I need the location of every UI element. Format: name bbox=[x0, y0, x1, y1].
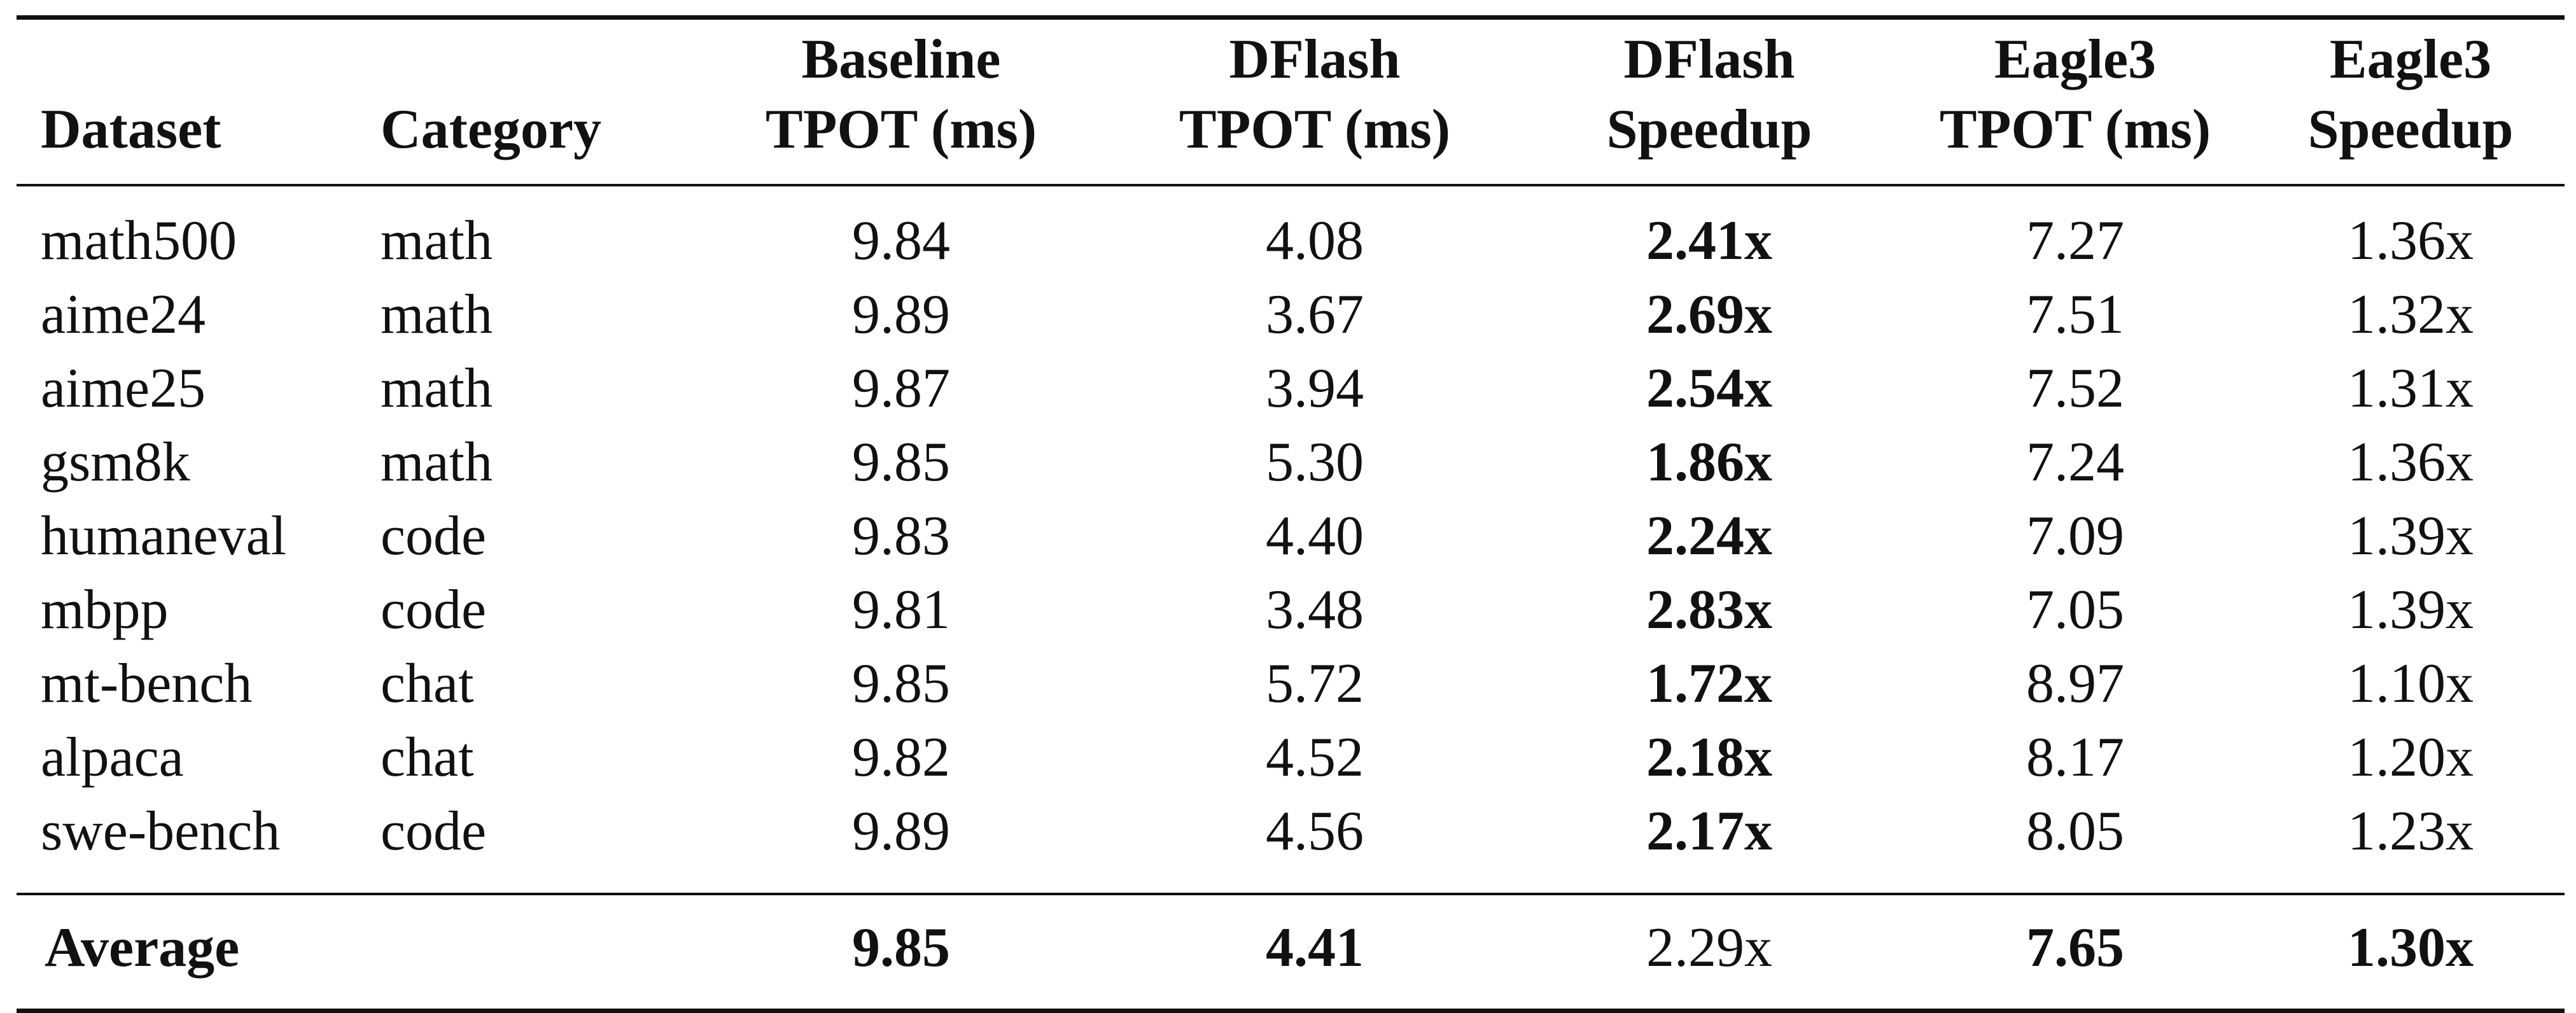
average-dflash-tpot: 4.41 bbox=[1266, 917, 1364, 979]
table-header: Dataset Category Baseline TPOT (ms) DFla… bbox=[17, 17, 2565, 186]
cell-dflash-speedup: 2.24x bbox=[1646, 505, 1772, 567]
table-row: mbpp code 9.81 3.48 2.83x 7.05 1.39x bbox=[17, 573, 2565, 647]
table-row: humaneval code 9.83 4.40 2.24x 7.09 1.39… bbox=[17, 500, 2565, 573]
cell-dflash-speedup: 1.86x bbox=[1646, 431, 1772, 493]
header-dflash-speedup: DFlash Speedup bbox=[1606, 29, 1812, 160]
table-row: swe-bench code 9.89 4.56 2.17x 8.05 1.23… bbox=[17, 795, 2565, 894]
header-category: Category bbox=[381, 99, 601, 160]
cell-dflash-tpot: 4.40 bbox=[1266, 505, 1364, 567]
cell-category: math bbox=[381, 358, 493, 419]
cell-dataset: math500 bbox=[41, 210, 237, 272]
cell-dataset: gsm8k bbox=[41, 431, 190, 493]
cell-dflash-tpot: 3.48 bbox=[1266, 579, 1364, 641]
cell-category: math bbox=[381, 284, 493, 346]
cell-dflash-speedup: 2.69x bbox=[1646, 284, 1772, 346]
cell-eagle3-tpot: 8.97 bbox=[2026, 653, 2124, 715]
average-baseline-tpot: 9.85 bbox=[852, 917, 950, 979]
cell-baseline-tpot: 9.84 bbox=[852, 210, 950, 272]
cell-eagle3-tpot: 8.17 bbox=[2026, 727, 2124, 788]
average-eagle3-tpot: 7.65 bbox=[2026, 917, 2124, 979]
table-row: math500 math 9.84 4.08 2.41x 7.27 1.36x bbox=[17, 185, 2565, 278]
cell-dflash-speedup: 1.72x bbox=[1646, 653, 1772, 715]
average-row: Average 9.85 4.41 2.29x 7.65 1.30x bbox=[17, 894, 2565, 1011]
cell-eagle3-speedup: 1.31x bbox=[2348, 358, 2474, 419]
cell-category: chat bbox=[381, 653, 474, 715]
cell-dataset: alpaca bbox=[41, 727, 184, 788]
average-eagle3-speedup: 1.30x bbox=[2348, 917, 2474, 979]
cell-category: code bbox=[381, 800, 487, 862]
cell-dataset: mt-bench bbox=[41, 653, 253, 715]
cell-eagle3-speedup: 1.39x bbox=[2348, 505, 2474, 567]
cell-dflash-speedup: 2.18x bbox=[1646, 727, 1772, 788]
cell-eagle3-speedup: 1.36x bbox=[2348, 210, 2474, 272]
cell-dflash-speedup: 2.83x bbox=[1646, 579, 1772, 641]
cell-dataset: aime25 bbox=[41, 358, 206, 419]
cell-eagle3-speedup: 1.39x bbox=[2348, 579, 2474, 641]
table-row: alpaca chat 9.82 4.52 2.18x 8.17 1.20x bbox=[17, 721, 2565, 795]
table-row: aime24 math 9.89 3.67 2.69x 7.51 1.32x bbox=[17, 278, 2565, 352]
cell-baseline-tpot: 9.87 bbox=[852, 358, 950, 419]
cell-baseline-tpot: 9.85 bbox=[852, 431, 950, 493]
header-eagle3-tpot: Eagle3 TPOT (ms) bbox=[1939, 29, 2211, 160]
header-baseline-tpot: Baseline TPOT (ms) bbox=[765, 29, 1037, 160]
cell-dataset: aime24 bbox=[41, 284, 206, 346]
cell-category: code bbox=[381, 579, 487, 641]
cell-eagle3-tpot: 7.05 bbox=[2026, 579, 2124, 641]
cell-eagle3-tpot: 7.24 bbox=[2026, 431, 2124, 493]
cell-dflash-tpot: 4.08 bbox=[1266, 210, 1364, 272]
table-row: gsm8k math 9.85 5.30 1.86x 7.24 1.36x bbox=[17, 426, 2565, 500]
cell-baseline-tpot: 9.89 bbox=[852, 284, 950, 346]
table-row: aime25 math 9.87 3.94 2.54x 7.52 1.31x bbox=[17, 352, 2565, 426]
cell-dflash-speedup: 2.17x bbox=[1646, 800, 1772, 862]
cell-eagle3-speedup: 1.20x bbox=[2348, 727, 2474, 788]
average-label: Average bbox=[45, 917, 240, 979]
cell-dflash-tpot: 5.72 bbox=[1266, 653, 1364, 715]
cell-dflash-speedup: 2.54x bbox=[1646, 358, 1772, 419]
cell-category: code bbox=[381, 505, 487, 567]
cell-baseline-tpot: 9.89 bbox=[852, 800, 950, 862]
cell-dataset: humaneval bbox=[41, 505, 287, 567]
cell-eagle3-speedup: 1.10x bbox=[2348, 653, 2474, 715]
cell-eagle3-speedup: 1.23x bbox=[2348, 800, 2474, 862]
cell-eagle3-tpot: 8.05 bbox=[2026, 800, 2124, 862]
header-eagle3-speedup: Eagle3 Speedup bbox=[2307, 29, 2514, 160]
cell-dflash-tpot: 3.67 bbox=[1266, 284, 1364, 346]
cell-dflash-speedup: 2.41x bbox=[1646, 210, 1772, 272]
cell-dataset: swe-bench bbox=[41, 800, 281, 862]
cell-dflash-tpot: 4.52 bbox=[1266, 727, 1364, 788]
cell-eagle3-tpot: 7.51 bbox=[2026, 284, 2124, 346]
cell-baseline-tpot: 9.82 bbox=[852, 727, 950, 788]
cell-eagle3-speedup: 1.36x bbox=[2348, 431, 2474, 493]
cell-category: chat bbox=[381, 727, 474, 788]
cell-eagle3-tpot: 7.27 bbox=[2026, 210, 2124, 272]
cell-eagle3-speedup: 1.32x bbox=[2348, 284, 2474, 346]
table-row: mt-bench chat 9.85 5.72 1.72x 8.97 1.10x bbox=[17, 647, 2565, 721]
results-table: Dataset Category Baseline TPOT (ms) DFla… bbox=[17, 15, 2565, 1013]
average-dflash-speedup: 2.29x bbox=[1646, 917, 1772, 979]
cell-category: math bbox=[381, 431, 493, 493]
table-body: math500 math 9.84 4.08 2.41x 7.27 1.36x … bbox=[17, 185, 2565, 894]
header-dflash-tpot: DFlash TPOT (ms) bbox=[1179, 29, 1451, 160]
cell-eagle3-tpot: 7.09 bbox=[2026, 505, 2124, 567]
cell-eagle3-tpot: 7.52 bbox=[2026, 358, 2124, 419]
average-category bbox=[356, 894, 697, 1011]
cell-baseline-tpot: 9.83 bbox=[852, 505, 950, 567]
cell-baseline-tpot: 9.81 bbox=[852, 579, 950, 641]
cell-baseline-tpot: 9.85 bbox=[852, 653, 950, 715]
table-footer: Average 9.85 4.41 2.29x 7.65 1.30x bbox=[17, 894, 2565, 1011]
cell-dflash-tpot: 3.94 bbox=[1266, 358, 1364, 419]
cell-category: math bbox=[381, 210, 493, 272]
cell-dflash-tpot: 5.30 bbox=[1266, 431, 1364, 493]
cell-dataset: mbpp bbox=[41, 579, 169, 641]
header-dataset: Dataset bbox=[41, 99, 221, 160]
cell-dflash-tpot: 4.56 bbox=[1266, 800, 1364, 862]
